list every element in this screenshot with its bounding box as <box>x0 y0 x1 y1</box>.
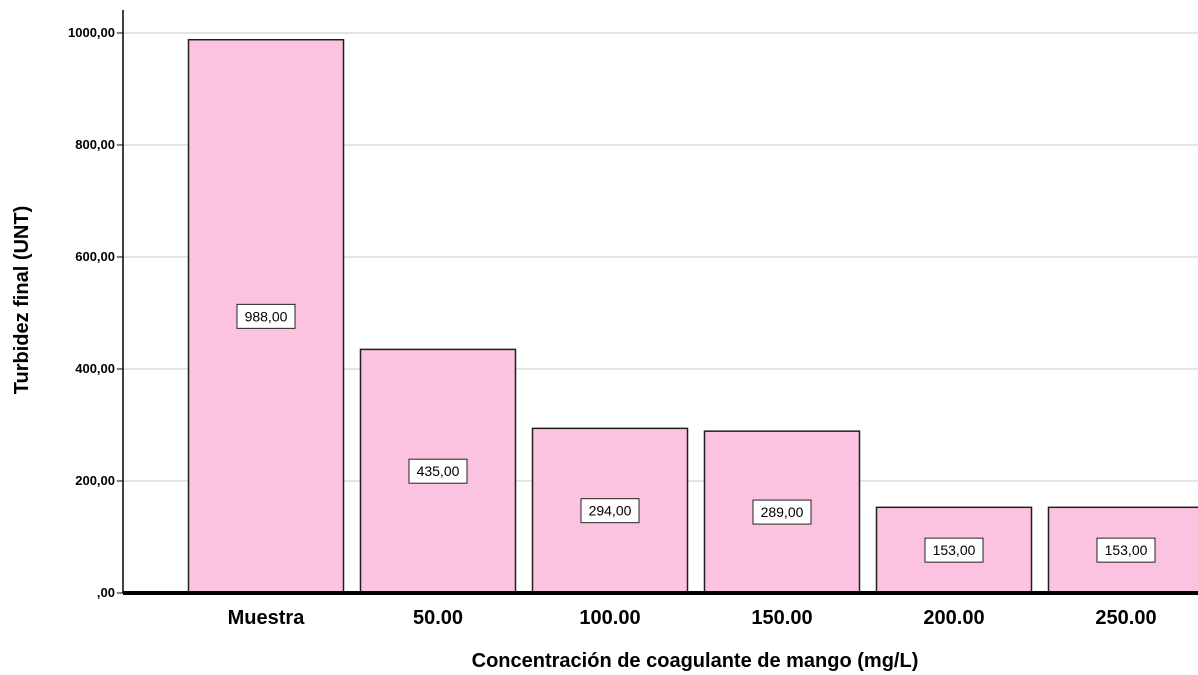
data-label-box <box>1096 537 1156 563</box>
data-label-text: 153,00 <box>933 542 976 558</box>
x-axis-ticks: Muestra 50.00 100.00 150.00 200.00 250.00 <box>228 607 1157 629</box>
data-label: 153,00 <box>1096 537 1156 563</box>
data-label-text: 153,00 <box>1105 542 1148 558</box>
x-axis-title: Concentración de coagulante de mango (mg… <box>472 650 919 672</box>
data-label-text: 294,00 <box>589 503 632 519</box>
data-label: 988,00 <box>236 303 296 329</box>
y-axis-title: Turbidez final (UNT) <box>11 206 33 395</box>
x-tick-label: 150.00 <box>751 607 812 629</box>
x-tick-label: 250.00 <box>1095 607 1156 629</box>
data-label: 294,00 <box>580 498 640 524</box>
data-label-box <box>408 458 468 484</box>
data-label-box <box>236 303 296 329</box>
y-tick-label: 600,00 <box>75 249 115 264</box>
y-tick-label: ,00 <box>97 585 115 600</box>
data-label-text: 289,00 <box>761 504 804 520</box>
data-label-box <box>924 537 984 563</box>
data-label-box <box>752 499 812 525</box>
data-label-text: 988,00 <box>245 308 288 324</box>
data-label: 435,00 <box>408 458 468 484</box>
x-tick-label: 100.00 <box>579 607 640 629</box>
y-tick-label: 200,00 <box>75 473 115 488</box>
y-tick-label: 800,00 <box>75 137 115 152</box>
bars <box>187 38 1198 594</box>
data-label-box <box>580 498 640 524</box>
data-label-text: 435,00 <box>417 463 460 479</box>
y-tick-label: 1000,00 <box>68 25 115 40</box>
data-label: 153,00 <box>924 537 984 563</box>
y-tick-label: 400,00 <box>75 361 115 376</box>
y-axis-ticks: ,00 200,00 400,00 600,00 800,00 1000,00 <box>68 25 123 600</box>
data-labels: 988,00 435,00 294,00 289,00 153,00 153,00 <box>236 303 1156 563</box>
data-label: 289,00 <box>752 499 812 525</box>
x-tick-label: Muestra <box>228 607 306 629</box>
x-tick-label: 200.00 <box>923 607 984 629</box>
x-tick-label: 50.00 <box>413 607 463 629</box>
